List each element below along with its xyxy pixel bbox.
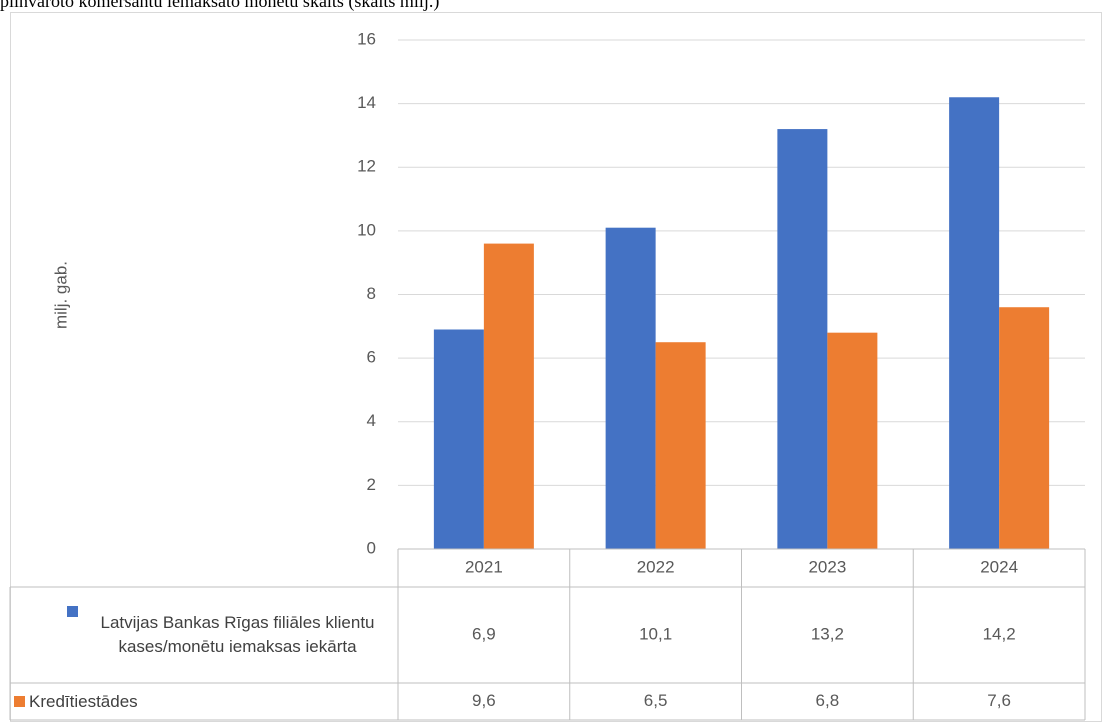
table-value: 9,6 bbox=[472, 691, 496, 710]
bar bbox=[827, 332, 878, 549]
x-tick-label: 2023 bbox=[808, 557, 846, 576]
table-value: 14,2 bbox=[983, 624, 1016, 643]
bar bbox=[777, 129, 828, 549]
table-value: 10,1 bbox=[639, 624, 672, 643]
bar bbox=[433, 329, 484, 549]
y-tick-label: 12 bbox=[357, 157, 376, 176]
table-value: 13,2 bbox=[811, 624, 844, 643]
table-value: 6,5 bbox=[644, 691, 668, 710]
bar bbox=[483, 243, 534, 549]
bar bbox=[655, 342, 706, 549]
bar bbox=[949, 97, 1000, 549]
y-tick-label: 0 bbox=[367, 538, 376, 557]
bar bbox=[999, 307, 1050, 549]
legend-entry: Latvijas Bankas Rīgas filiāles klientu k… bbox=[60, 587, 395, 683]
y-tick-label: 8 bbox=[367, 284, 376, 303]
y-tick-label: 14 bbox=[357, 93, 376, 112]
x-tick-label: 2022 bbox=[637, 557, 675, 576]
legend-label: Latvijas Bankas Rīgas filiāles klientu k… bbox=[100, 613, 375, 656]
y-tick-label: 2 bbox=[367, 475, 376, 494]
y-tick-label: 6 bbox=[367, 348, 376, 367]
y-tick-label: 16 bbox=[357, 29, 376, 48]
y-axis-label: milj. gab. bbox=[51, 261, 70, 329]
table-value: 6,8 bbox=[816, 691, 840, 710]
legend-label: Kredītiestādes bbox=[29, 691, 138, 711]
legend-swatch bbox=[14, 696, 25, 707]
y-tick-label: 4 bbox=[367, 411, 376, 430]
table-value: 7,6 bbox=[987, 691, 1011, 710]
table-value: 6,9 bbox=[472, 624, 496, 643]
legend-swatch bbox=[67, 606, 78, 617]
legend-entry: Kredītiestādes bbox=[14, 683, 394, 720]
x-tick-label: 2024 bbox=[980, 557, 1018, 576]
y-tick-label: 10 bbox=[357, 220, 376, 239]
x-tick-label: 2021 bbox=[465, 557, 503, 576]
bar bbox=[605, 227, 656, 549]
chart-title: pilnvaroto komersantu iemaksāto monētu s… bbox=[0, 0, 440, 11]
